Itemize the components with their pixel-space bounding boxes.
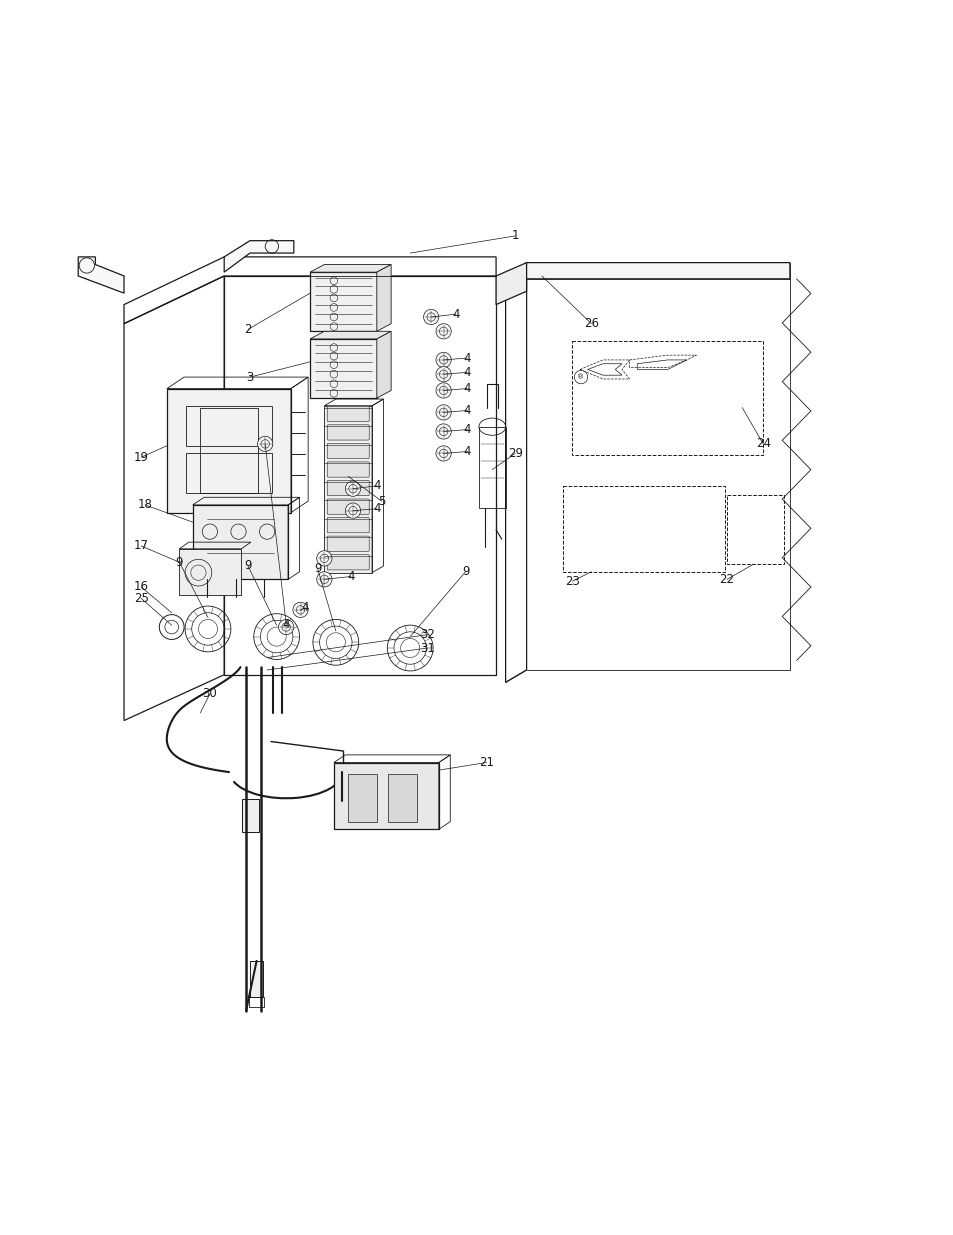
Text: 4: 4 — [463, 445, 471, 458]
Text: 22: 22 — [719, 573, 734, 585]
Text: 4: 4 — [463, 352, 471, 364]
Polygon shape — [505, 263, 789, 291]
Polygon shape — [310, 338, 376, 398]
Text: 4: 4 — [463, 366, 471, 379]
Text: 4: 4 — [463, 404, 471, 417]
Text: 21: 21 — [478, 756, 494, 769]
Text: 1: 1 — [511, 230, 518, 242]
Polygon shape — [193, 505, 288, 579]
Circle shape — [436, 446, 451, 461]
Polygon shape — [167, 389, 291, 513]
FancyBboxPatch shape — [327, 480, 369, 495]
FancyBboxPatch shape — [327, 499, 369, 514]
Text: 9: 9 — [244, 559, 252, 573]
Text: 32: 32 — [419, 629, 435, 641]
Polygon shape — [388, 774, 416, 821]
Text: 2: 2 — [244, 322, 252, 336]
FancyBboxPatch shape — [327, 425, 369, 440]
Circle shape — [257, 436, 273, 452]
Circle shape — [345, 503, 360, 519]
Polygon shape — [310, 331, 391, 338]
Text: 19: 19 — [133, 451, 149, 463]
Polygon shape — [78, 257, 124, 293]
Circle shape — [436, 352, 451, 368]
Circle shape — [345, 482, 360, 496]
Polygon shape — [310, 264, 391, 272]
Text: 4: 4 — [282, 618, 290, 631]
Polygon shape — [224, 241, 294, 272]
Text: 9: 9 — [461, 566, 469, 578]
Polygon shape — [242, 799, 259, 832]
Circle shape — [436, 424, 451, 440]
Polygon shape — [324, 406, 372, 573]
Circle shape — [278, 620, 294, 635]
FancyBboxPatch shape — [327, 443, 369, 458]
Text: 4: 4 — [463, 382, 471, 395]
FancyBboxPatch shape — [327, 536, 369, 551]
Text: 4: 4 — [373, 479, 380, 493]
Text: 9: 9 — [314, 562, 321, 576]
Polygon shape — [250, 961, 263, 997]
Circle shape — [293, 603, 308, 618]
Text: 5: 5 — [377, 494, 385, 508]
Text: 4: 4 — [452, 308, 459, 321]
Text: ®: ® — [577, 374, 584, 380]
Text: 16: 16 — [133, 580, 149, 594]
FancyBboxPatch shape — [327, 462, 369, 477]
Text: 4: 4 — [301, 601, 309, 615]
Text: 26: 26 — [583, 317, 598, 330]
Polygon shape — [376, 331, 391, 398]
Text: 4: 4 — [463, 424, 471, 436]
Text: 17: 17 — [133, 540, 149, 552]
Text: 31: 31 — [419, 641, 435, 655]
Polygon shape — [334, 762, 438, 829]
Text: 30: 30 — [202, 688, 217, 700]
Text: 4: 4 — [373, 503, 380, 515]
Circle shape — [436, 383, 451, 398]
Circle shape — [436, 324, 451, 338]
Text: 23: 23 — [564, 574, 579, 588]
Text: 9: 9 — [175, 556, 183, 568]
Circle shape — [316, 551, 332, 566]
Circle shape — [423, 309, 438, 325]
Polygon shape — [348, 774, 376, 821]
Polygon shape — [496, 263, 526, 305]
Text: 24: 24 — [755, 437, 770, 451]
FancyBboxPatch shape — [327, 517, 369, 532]
Text: 25: 25 — [133, 592, 149, 605]
Text: 29: 29 — [507, 447, 522, 459]
FancyBboxPatch shape — [327, 406, 369, 421]
Polygon shape — [376, 264, 391, 331]
Circle shape — [316, 572, 332, 587]
Text: 18: 18 — [137, 499, 152, 511]
Circle shape — [436, 405, 451, 420]
Text: 4: 4 — [347, 571, 355, 583]
Text: 3: 3 — [246, 370, 253, 384]
Polygon shape — [310, 272, 376, 331]
Circle shape — [436, 367, 451, 382]
FancyBboxPatch shape — [327, 555, 369, 569]
Polygon shape — [179, 548, 241, 594]
